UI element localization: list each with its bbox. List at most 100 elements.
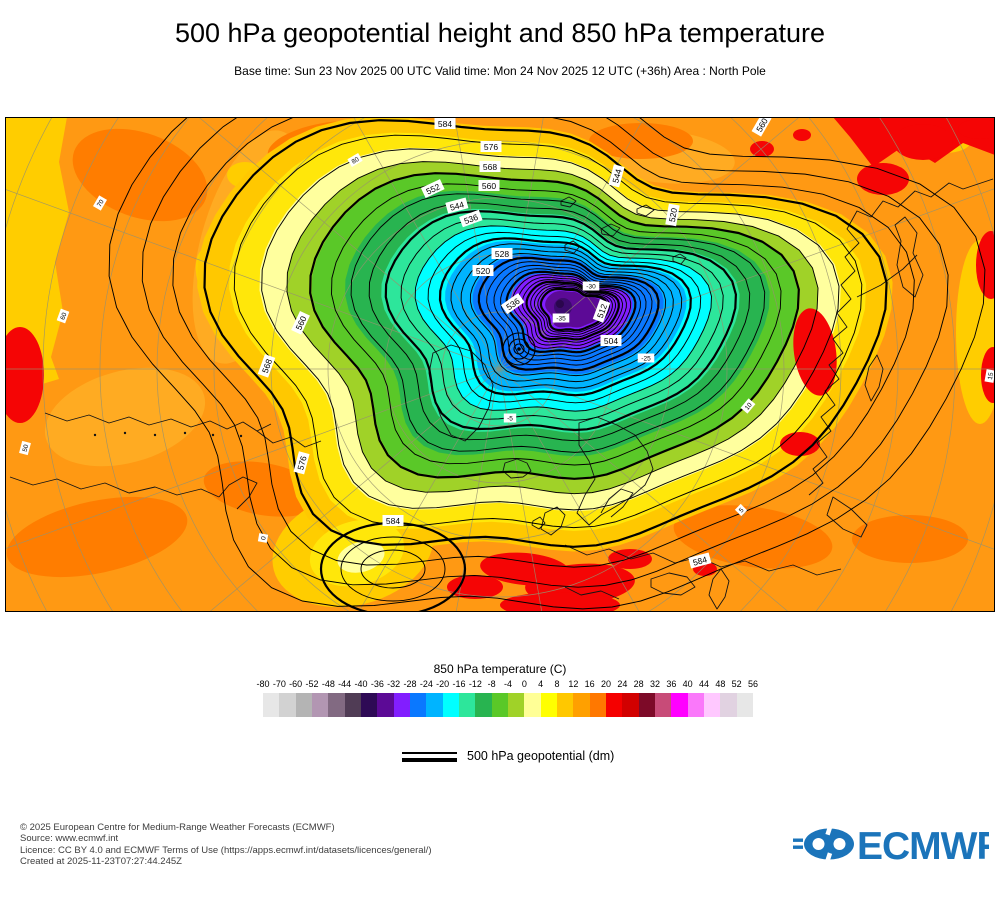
colorbar-segment bbox=[295, 693, 312, 717]
colorbar-segment bbox=[344, 693, 361, 717]
colorbar-tick-label: -32 bbox=[387, 679, 401, 689]
colorbar-segment bbox=[720, 693, 737, 717]
colorbar-tick-label: 56 bbox=[747, 679, 759, 689]
colorbar-tick-label: -60 bbox=[289, 679, 303, 689]
colorbar-segment bbox=[540, 693, 557, 717]
geopotential-thin-line bbox=[402, 752, 457, 754]
colorbar-segment bbox=[442, 693, 459, 717]
colorbar-segment bbox=[589, 693, 606, 717]
colorbar-tick-label: -80 bbox=[256, 679, 270, 689]
contour-label: 544 bbox=[445, 197, 469, 214]
svg-text:576: 576 bbox=[295, 455, 308, 472]
colorbar-tick-label: -48 bbox=[321, 679, 335, 689]
graticule-label: -25 bbox=[637, 353, 655, 363]
colorbar-tick-label: 24 bbox=[617, 679, 628, 689]
colorbar-segment bbox=[311, 693, 329, 717]
geopotential-thick-line bbox=[402, 758, 457, 762]
graticule-label: -35 bbox=[552, 313, 570, 323]
colorbar-tick-label: 12 bbox=[568, 679, 579, 689]
ecmwf-logo: ECMWF bbox=[793, 822, 1000, 870]
svg-text:520: 520 bbox=[667, 207, 679, 223]
contour-label: 568 bbox=[479, 161, 501, 172]
colorbar-segment bbox=[279, 693, 296, 717]
colorbar-tick-label: -40 bbox=[354, 679, 368, 689]
contour-label: 584 bbox=[434, 118, 456, 129]
colorbar-segment bbox=[638, 693, 655, 717]
map-labels: 5845765685605525445365285205125045365605… bbox=[19, 117, 995, 569]
svg-text:15: 15 bbox=[987, 372, 995, 381]
colorbar-tick-label: 48 bbox=[715, 679, 726, 689]
graticule-label: -30 bbox=[582, 281, 600, 291]
colorbar-segment bbox=[687, 693, 704, 717]
graticule-label: 80 bbox=[347, 153, 363, 167]
colorbar-segment bbox=[622, 693, 639, 717]
colorbar-tick-label: -70 bbox=[272, 679, 286, 689]
colorbar-segment bbox=[654, 693, 672, 717]
colorbar-tick-label: 28 bbox=[633, 679, 644, 689]
contour-label: 576 bbox=[480, 141, 502, 152]
temperature-colorbar-title: 850 hPa temperature (C) bbox=[433, 662, 567, 676]
contour-label: 568 bbox=[257, 354, 276, 378]
page-subtitle: Base time: Sun 23 Nov 2025 00 UTC Valid … bbox=[234, 64, 766, 78]
svg-text:568: 568 bbox=[260, 357, 274, 374]
temperature-colorbar-ticks: -80 -70 -60 -52 -48 -44 -40 -36 -32 -28 -24 -20 -16-… bbox=[256, 679, 758, 690]
svg-text:80: 80 bbox=[351, 156, 361, 166]
colorbar-tick-label: 52 bbox=[731, 679, 742, 689]
svg-text:70: 70 bbox=[96, 198, 106, 208]
colorbar-segment bbox=[377, 693, 394, 717]
graticule-label: 5 bbox=[734, 503, 748, 517]
footer-licence: Licence: CC BY 4.0 and ECMWF Terms of Us… bbox=[20, 844, 432, 856]
geopotential-legend-label: 500 hPa geopotential (dm) bbox=[467, 749, 615, 763]
colorbar-tick-label: 40 bbox=[682, 679, 693, 689]
colorbar-tick-label: -4 bbox=[503, 679, 513, 689]
colorbar-tick-label: 16 bbox=[584, 679, 595, 689]
colorbar-segment bbox=[573, 693, 590, 717]
colorbar-segment bbox=[475, 693, 492, 717]
colorbar-tick-label: -12 bbox=[468, 679, 482, 689]
colorbar-segment bbox=[409, 693, 427, 717]
weather-map-svg: 5845765685605525445365285205125045365605… bbox=[5, 117, 995, 612]
ecmwf-logo-icon bbox=[793, 826, 854, 862]
svg-text:60: 60 bbox=[59, 311, 68, 321]
colorbar-tick-label: -28 bbox=[403, 679, 417, 689]
svg-text:50: 50 bbox=[22, 443, 31, 452]
svg-text:584: 584 bbox=[386, 516, 400, 526]
colorbar-tick-label: 36 bbox=[666, 679, 677, 689]
contour-label: 528 bbox=[491, 248, 513, 259]
contour-label: 584 bbox=[688, 552, 712, 569]
svg-text:-25: -25 bbox=[641, 356, 651, 363]
footer: © 2025 European Centre for Medium-Range … bbox=[20, 822, 432, 868]
contour-label: 512 bbox=[592, 299, 611, 323]
svg-text:512: 512 bbox=[595, 302, 609, 319]
contour-label: 504 bbox=[600, 335, 622, 346]
graticule-label: 60 bbox=[56, 308, 70, 324]
svg-text:-30: -30 bbox=[586, 284, 596, 291]
page-title: 500 hPa geopotential height and 850 hPa … bbox=[174, 18, 825, 48]
svg-text:-35: -35 bbox=[556, 316, 566, 323]
graticule-label: 10 bbox=[740, 398, 756, 414]
colorbar-tick-label: 32 bbox=[649, 679, 661, 689]
graticule-label: 15 bbox=[984, 369, 995, 383]
colorbar-tick-label: -36 bbox=[370, 679, 384, 689]
contour-label: 520 bbox=[472, 265, 494, 276]
svg-text:5: 5 bbox=[738, 507, 746, 515]
contour-label: 520 bbox=[665, 203, 680, 227]
temperature-colorbar bbox=[263, 693, 753, 717]
svg-text:544: 544 bbox=[449, 199, 466, 212]
colorbar-tick-label: 20 bbox=[600, 679, 612, 689]
colorbar-segment bbox=[736, 693, 753, 717]
svg-text:0: 0 bbox=[260, 535, 268, 540]
colorbar-tick-label: -20 bbox=[436, 679, 450, 689]
colorbar-segment bbox=[605, 693, 623, 717]
contour-label: 544 bbox=[608, 164, 625, 188]
footer-created: Created at 2025-11-23T07:27:44.245Z bbox=[20, 856, 182, 868]
svg-text:536: 536 bbox=[463, 212, 480, 226]
colorbar-tick-label: -52 bbox=[305, 679, 319, 689]
colorbar-tick-label: 8 bbox=[554, 679, 560, 689]
colorbar-tick-label: 0 bbox=[521, 679, 527, 689]
colorbar-segment bbox=[328, 693, 345, 717]
svg-text:520: 520 bbox=[476, 266, 490, 276]
contour-label: 576 bbox=[293, 451, 310, 475]
colorbar-tick-label: -24 bbox=[419, 679, 433, 689]
